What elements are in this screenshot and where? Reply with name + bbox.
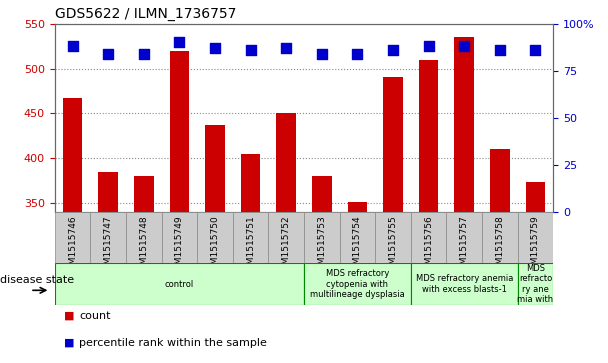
Bar bbox=[241, 154, 260, 212]
Bar bbox=[268, 212, 304, 263]
Bar bbox=[162, 212, 197, 263]
Bar bbox=[526, 182, 545, 212]
Point bbox=[353, 51, 362, 57]
Text: GDS5622 / ILMN_1736757: GDS5622 / ILMN_1736757 bbox=[55, 7, 236, 21]
Bar bbox=[419, 61, 438, 212]
Bar bbox=[348, 201, 367, 212]
Text: MDS
refracto
ry ane
mia with: MDS refracto ry ane mia with bbox=[517, 264, 553, 304]
Bar bbox=[454, 37, 474, 212]
Text: control: control bbox=[165, 280, 194, 289]
Text: MDS refractory
cytopenia with
multilineage dysplasia: MDS refractory cytopenia with multilinea… bbox=[310, 269, 405, 299]
Bar bbox=[205, 125, 225, 212]
Text: MDS refractory anemia
with excess blasts-1: MDS refractory anemia with excess blasts… bbox=[415, 274, 513, 294]
Point bbox=[139, 51, 148, 57]
Text: disease state: disease state bbox=[0, 276, 74, 285]
Bar bbox=[383, 77, 403, 212]
Text: GSM1515746: GSM1515746 bbox=[68, 215, 77, 276]
Point bbox=[531, 47, 541, 53]
Point bbox=[495, 47, 505, 53]
Text: count: count bbox=[79, 311, 111, 321]
Bar bbox=[63, 98, 82, 212]
Point bbox=[174, 40, 184, 45]
Bar bbox=[98, 172, 118, 212]
Bar bbox=[411, 263, 517, 305]
Text: GSM1515756: GSM1515756 bbox=[424, 215, 433, 276]
Text: GSM1515747: GSM1515747 bbox=[103, 215, 112, 276]
Bar bbox=[197, 212, 233, 263]
Point bbox=[282, 45, 291, 51]
Text: GSM1515757: GSM1515757 bbox=[460, 215, 469, 276]
Text: GSM1515751: GSM1515751 bbox=[246, 215, 255, 276]
Point bbox=[210, 45, 220, 51]
Bar bbox=[91, 212, 126, 263]
Text: GSM1515759: GSM1515759 bbox=[531, 215, 540, 276]
Text: ■: ■ bbox=[64, 338, 74, 348]
Bar bbox=[304, 212, 340, 263]
Text: GSM1515748: GSM1515748 bbox=[139, 215, 148, 276]
Bar bbox=[446, 212, 482, 263]
Point bbox=[317, 51, 326, 57]
Bar bbox=[233, 212, 268, 263]
Text: ■: ■ bbox=[64, 311, 74, 321]
Bar bbox=[490, 150, 510, 212]
Point bbox=[424, 43, 434, 49]
Text: GSM1515754: GSM1515754 bbox=[353, 215, 362, 276]
Text: GSM1515758: GSM1515758 bbox=[496, 215, 505, 276]
Bar bbox=[134, 175, 154, 212]
Text: percentile rank within the sample: percentile rank within the sample bbox=[79, 338, 267, 348]
Bar bbox=[55, 212, 91, 263]
Bar bbox=[375, 212, 411, 263]
Bar bbox=[126, 212, 162, 263]
Text: GSM1515753: GSM1515753 bbox=[317, 215, 326, 276]
Text: GSM1515749: GSM1515749 bbox=[175, 215, 184, 276]
Text: GSM1515752: GSM1515752 bbox=[282, 215, 291, 276]
Point bbox=[103, 51, 113, 57]
Point bbox=[388, 47, 398, 53]
Bar bbox=[55, 263, 304, 305]
Bar bbox=[517, 212, 553, 263]
Bar bbox=[482, 212, 517, 263]
Point bbox=[460, 43, 469, 49]
Bar bbox=[340, 212, 375, 263]
Bar bbox=[411, 212, 446, 263]
Bar bbox=[170, 52, 189, 212]
Bar bbox=[312, 175, 331, 212]
Bar bbox=[304, 263, 411, 305]
Point bbox=[67, 43, 77, 49]
Bar bbox=[277, 114, 296, 212]
Text: GSM1515750: GSM1515750 bbox=[210, 215, 219, 276]
Point bbox=[246, 47, 255, 53]
Text: GSM1515755: GSM1515755 bbox=[389, 215, 398, 276]
Bar bbox=[517, 263, 553, 305]
